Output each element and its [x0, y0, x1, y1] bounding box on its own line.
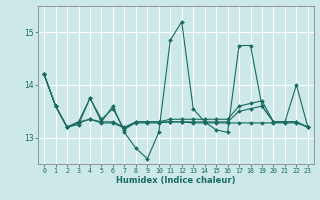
X-axis label: Humidex (Indice chaleur): Humidex (Indice chaleur)	[116, 176, 236, 185]
